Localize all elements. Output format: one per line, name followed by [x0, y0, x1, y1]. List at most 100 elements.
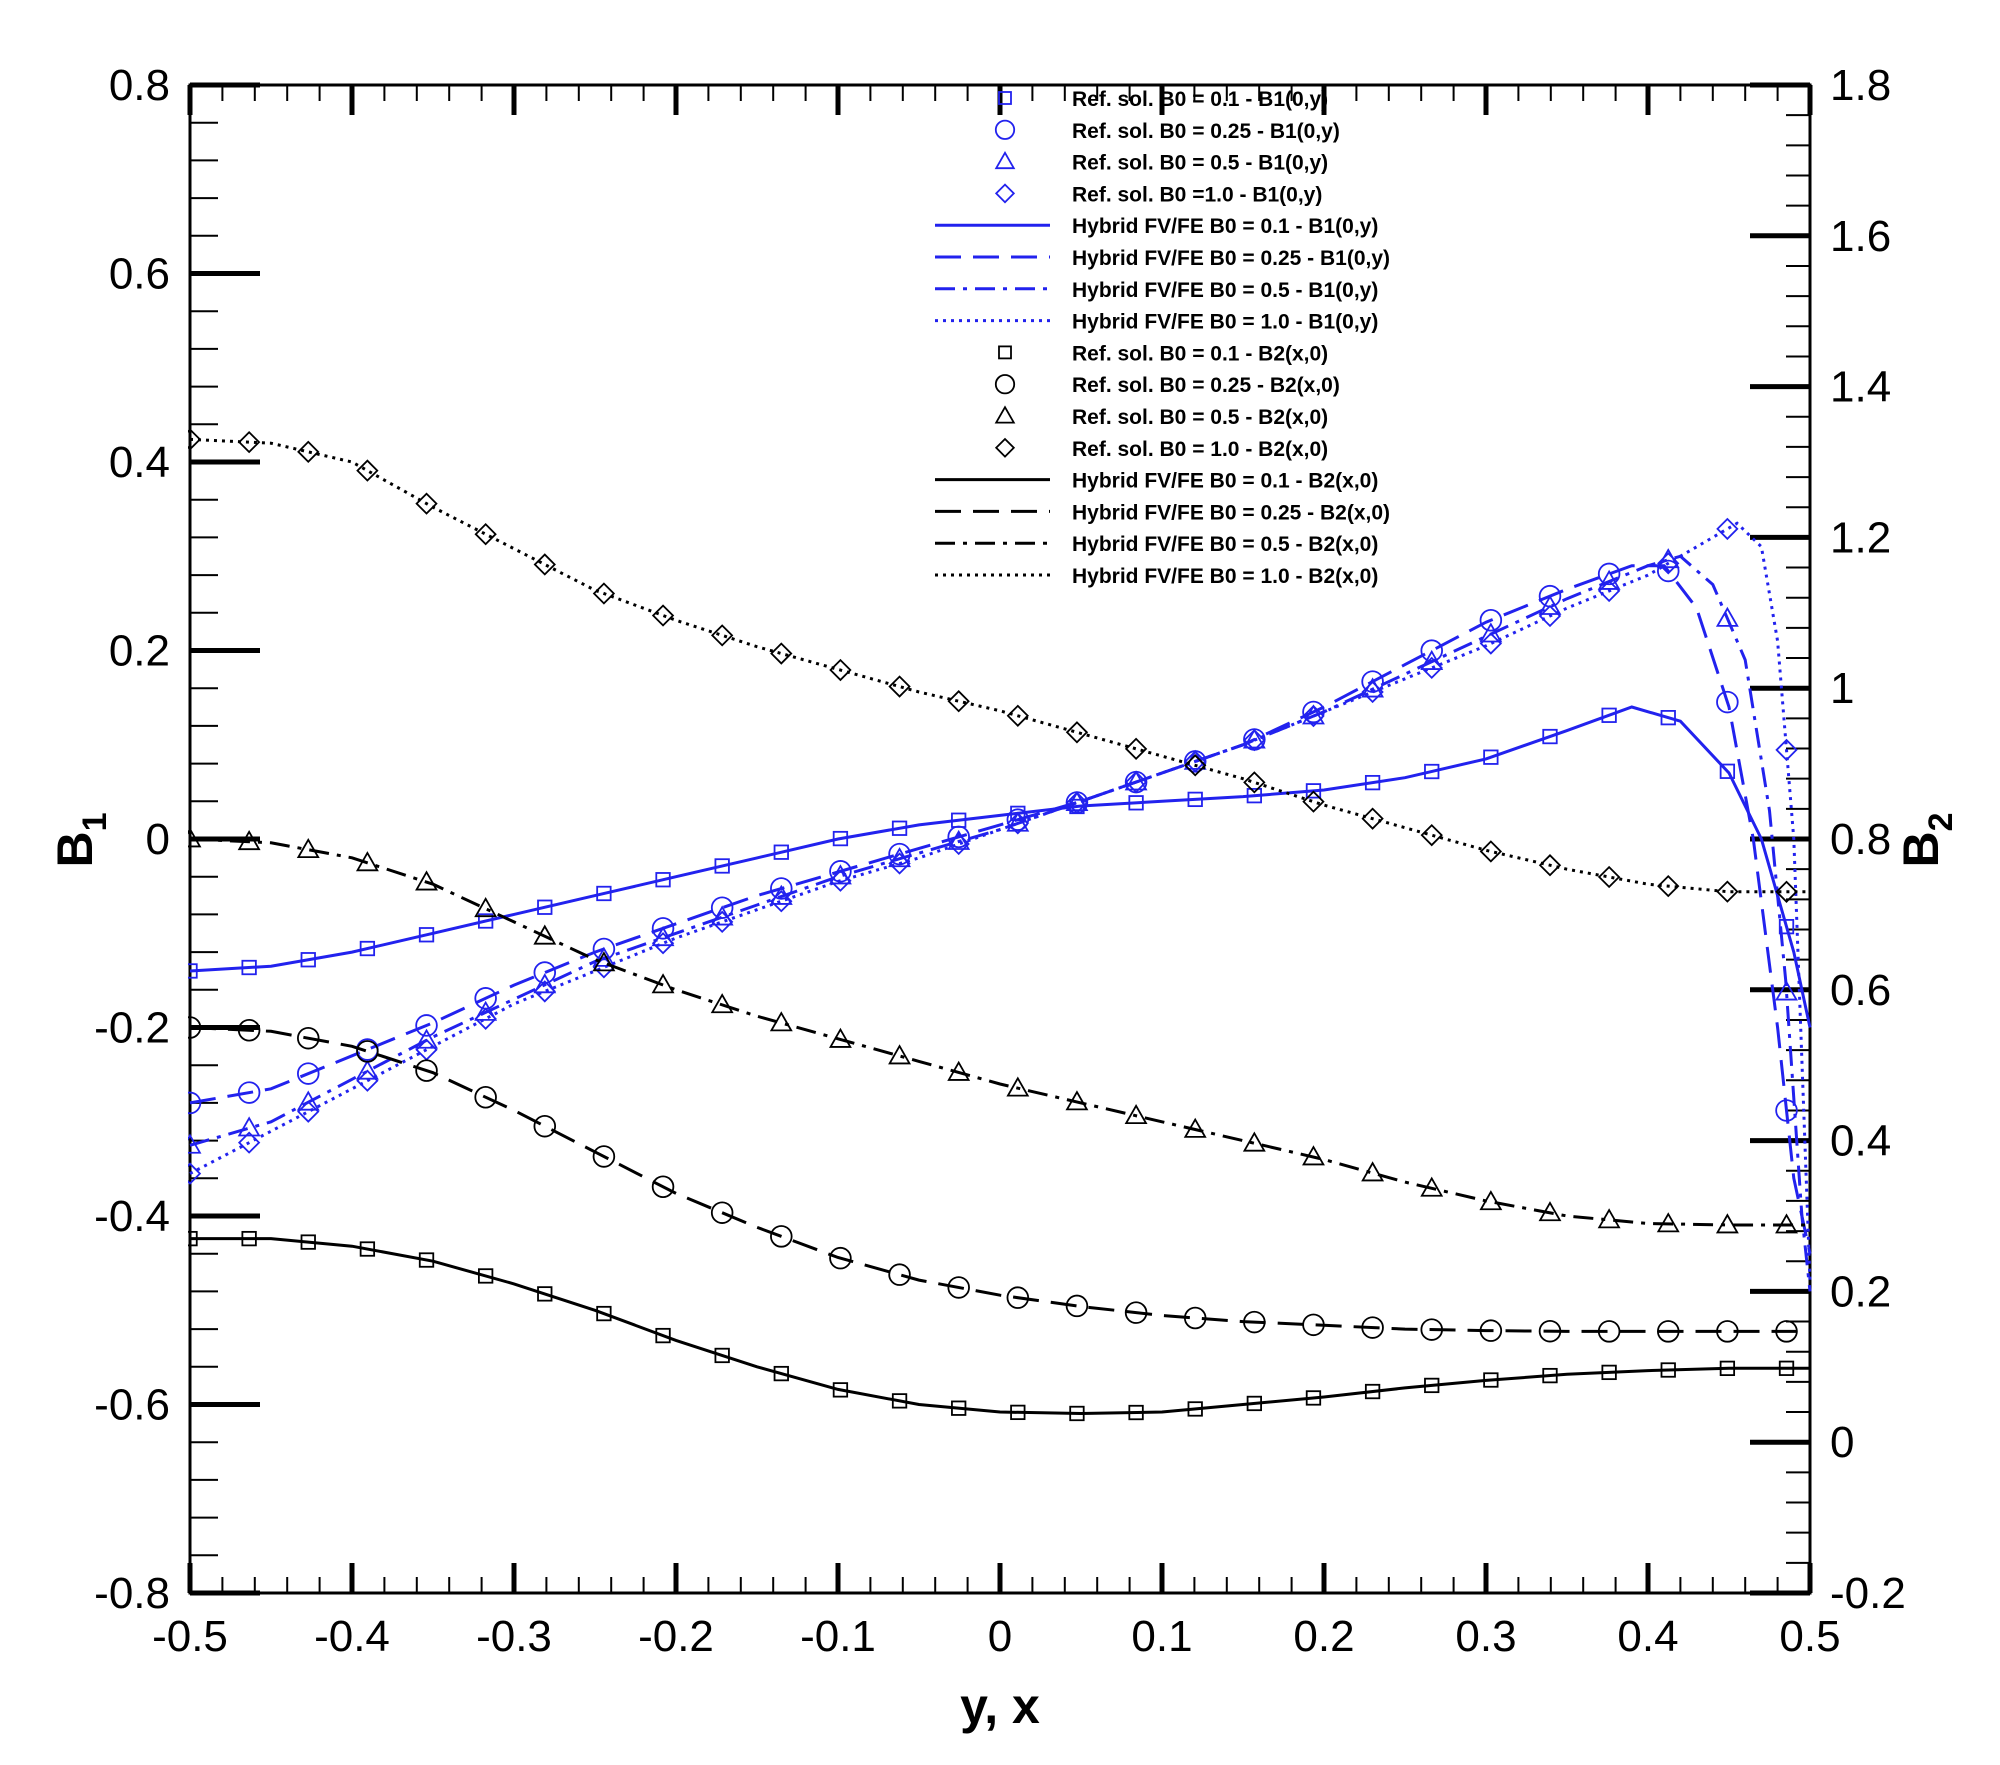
data-point-marker: [1243, 1310, 1266, 1334]
data-point-marker: [1128, 795, 1144, 811]
legend-entry: Ref. sol. B0 = 0.25 - B2(x,0): [994, 374, 1340, 397]
data-point-marker: [1660, 1362, 1676, 1378]
x-tick-label: 0.5: [1779, 1612, 1840, 1661]
data-point-marker: [1184, 750, 1207, 773]
data-point-marker: [651, 917, 675, 940]
legend-label: Ref. sol. B0 = 1.0 - B2(x,0): [1072, 438, 1328, 461]
data-point-marker: [415, 1028, 438, 1049]
y-left-tick-label: -0.2: [94, 1004, 170, 1053]
data-point-marker: [829, 869, 852, 892]
data-point-marker: [714, 1347, 730, 1364]
data-point-marker: [415, 492, 438, 515]
x-tick-label: -0.2: [638, 1612, 714, 1661]
data-point-marker: [891, 820, 908, 836]
data-point-marker: [188, 1230, 198, 1247]
data-point-marker: [1302, 790, 1325, 813]
legend-marker: [994, 437, 1016, 458]
data-point-marker: [888, 1044, 912, 1065]
data-point-marker: [477, 1268, 494, 1284]
legend-entry: Hybrid FV/FE B0 = 0.25 - B1(0,y): [935, 247, 1390, 270]
data-point-marker: [297, 1100, 320, 1123]
data-point-marker: [477, 913, 494, 929]
data-point-marker: [655, 1327, 671, 1344]
data-point-marker: [1065, 1294, 1089, 1318]
data-point-marker: [888, 852, 911, 875]
data-point-marker: [188, 827, 202, 848]
y-right-tick-label: 1.4: [1830, 363, 1891, 412]
data-point-marker: [1420, 656, 1443, 680]
data-point-marker: [1657, 559, 1680, 583]
data-point-marker: [947, 1060, 971, 1081]
data-point-marker: [596, 1305, 612, 1322]
data-point-marker: [1187, 1401, 1203, 1417]
data-point-marker: [237, 430, 261, 454]
data-point-marker: [888, 675, 911, 698]
data-point-marker: [655, 872, 671, 888]
data-point-marker: [1065, 721, 1089, 744]
data-point-marker: [1246, 788, 1262, 804]
data-point-marker: [1065, 791, 1089, 814]
data-point-marker: [415, 1059, 438, 1082]
legend: Ref. sol. B0 = 0.1 - B1(0,y) Ref. sol. B0…: [935, 88, 1390, 588]
data-point-marker: [592, 951, 616, 972]
legend-label: Ref. sol. B0 = 0.1 - B1(0,y): [1072, 88, 1328, 111]
legend-entry: Ref. sol. B0 = 0.5 - B1(0,y): [994, 150, 1328, 175]
data-point-marker: [1538, 1201, 1562, 1222]
data-point-marker: [1657, 1320, 1680, 1343]
legend-label: Hybrid FV/FE B0 = 0.5 - B2(x,0): [1072, 533, 1378, 556]
data-point-marker: [1719, 1360, 1736, 1377]
x-tick-label: 0.3: [1455, 1612, 1516, 1661]
data-point-marker: [188, 1162, 202, 1185]
data-point-marker: [297, 1062, 320, 1085]
data-point-marker: [947, 832, 970, 856]
data-point-marker: [188, 1133, 202, 1154]
data-point-marker: [1716, 880, 1739, 903]
data-point-marker: [710, 993, 734, 1014]
legend-entry: Ref. sol. B0 = 0.5 - B2(x,0): [994, 405, 1328, 429]
data-point-marker: [537, 1286, 553, 1302]
data-point-marker: [1424, 763, 1440, 780]
legend-label: Hybrid FV/FE B0 = 1.0 - B2(x,0): [1072, 565, 1378, 588]
data-point-marker: [1716, 517, 1739, 541]
y-left-tick-label: 0: [146, 815, 170, 864]
y-right-axis-title-sub: 2: [1922, 812, 1960, 831]
legend-label: Ref. sol. B0 = 0.5 - B1(0,y): [1072, 152, 1328, 175]
legend-label: Hybrid FV/FE B0 = 0.1 - B1(0,y): [1072, 215, 1378, 238]
data-point-marker: [829, 658, 852, 682]
legend-marker: [994, 183, 1016, 204]
legend-entry: Hybrid FV/FE B0 = 0.25 - B2(x,0): [935, 501, 1390, 524]
data-point-marker: [1479, 608, 1503, 632]
data-point-marker: [474, 1000, 498, 1021]
data-point-marker: [891, 1393, 908, 1409]
y-right-tick-label: -0.2: [1830, 1569, 1906, 1618]
series-line: [189, 705, 1812, 1028]
data-point-marker: [1597, 579, 1621, 603]
data-point-marker: [651, 932, 675, 955]
data-point-marker: [1183, 1117, 1207, 1138]
legend-marker: [994, 150, 1016, 170]
data-point-marker: [651, 973, 675, 994]
data-point-marker: [710, 624, 734, 647]
data-point-marker: [770, 890, 793, 913]
data-point-marker: [1775, 738, 1798, 762]
data-point-marker: [1597, 1208, 1621, 1229]
data-point-marker: [359, 940, 376, 957]
data-point-marker: [1124, 1104, 1148, 1125]
plot-area: [188, 428, 1812, 1422]
data-point-marker: [237, 1081, 261, 1104]
data-point-marker: [1243, 771, 1266, 794]
data-point-marker: [592, 1145, 616, 1168]
data-point-marker: [356, 1040, 379, 1063]
data-point-marker: [1778, 1360, 1795, 1376]
data-point-marker: [296, 837, 320, 859]
data-point-marker: [773, 844, 789, 860]
data-point-marker: [1124, 770, 1148, 791]
y-right-axis-title-main: B: [1893, 831, 1949, 867]
data-point-marker: [356, 1069, 379, 1092]
data-point-marker: [188, 963, 198, 979]
data-point-marker: [947, 690, 970, 713]
data-point-marker: [418, 1252, 435, 1268]
y-left-tick-label: 0.2: [109, 627, 170, 676]
legend-label: Ref. sol. B0 =1.0 - B1(0,y): [1072, 183, 1322, 206]
